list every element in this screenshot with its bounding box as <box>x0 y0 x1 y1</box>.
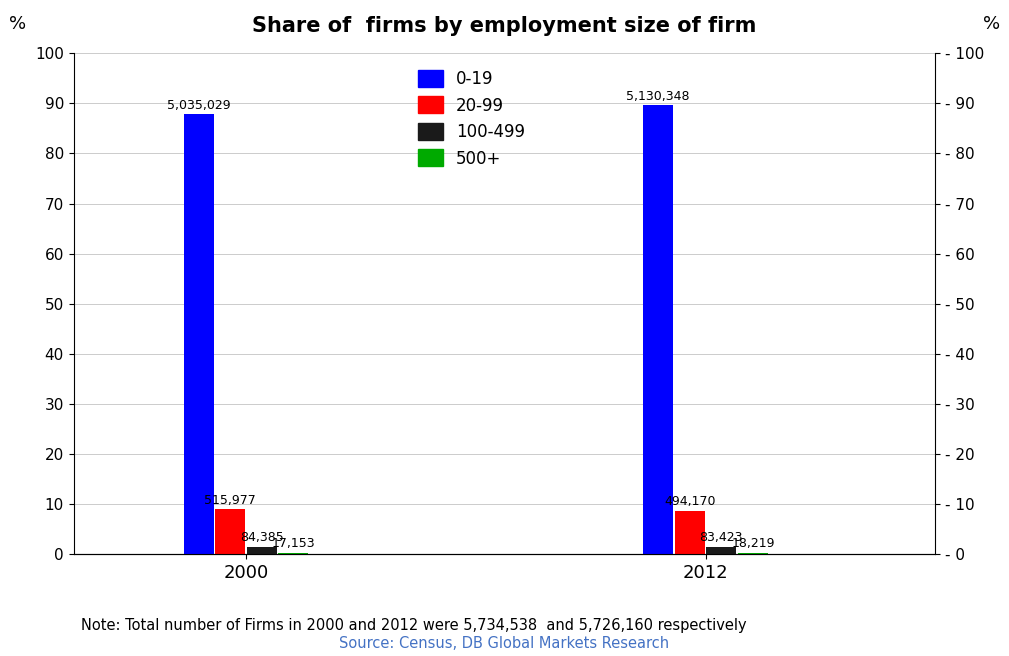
Bar <box>247 547 276 554</box>
Text: 18,219: 18,219 <box>732 537 775 550</box>
Text: %: % <box>9 15 26 33</box>
Text: 83,423: 83,423 <box>699 531 743 544</box>
Bar <box>738 552 768 554</box>
Bar <box>706 547 737 554</box>
Bar <box>278 553 309 554</box>
Bar <box>675 511 705 554</box>
Bar <box>184 114 214 554</box>
Text: Note: Total number of Firms in 2000 and 2012 were 5,734,538  and 5,726,160 respe: Note: Total number of Firms in 2000 and … <box>81 618 747 633</box>
Text: Source: Census, DB Global Markets Research: Source: Census, DB Global Markets Resear… <box>339 636 670 651</box>
Bar <box>643 106 673 554</box>
Bar <box>215 509 245 554</box>
Text: %: % <box>983 15 1000 33</box>
Text: 5,130,348: 5,130,348 <box>627 90 690 103</box>
Legend: 0-19, 20-99, 100-499, 500+: 0-19, 20-99, 100-499, 500+ <box>410 62 534 176</box>
Text: 84,385: 84,385 <box>240 531 284 544</box>
Text: 5,035,029: 5,035,029 <box>166 99 230 112</box>
Text: 494,170: 494,170 <box>664 495 715 508</box>
Text: 515,977: 515,977 <box>204 493 256 506</box>
Title: Share of  firms by employment size of firm: Share of firms by employment size of fir… <box>252 16 757 36</box>
Text: 17,153: 17,153 <box>271 537 315 550</box>
